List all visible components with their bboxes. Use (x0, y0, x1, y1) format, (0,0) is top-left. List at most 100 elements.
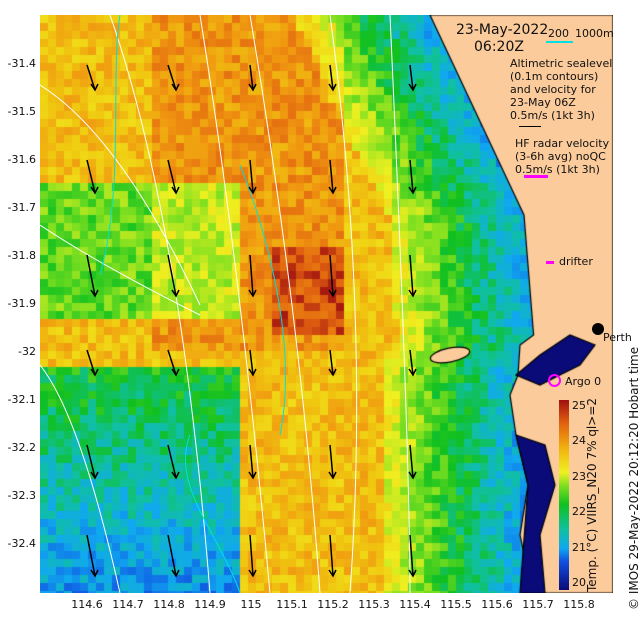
velocity-arrowhead (328, 569, 337, 578)
velocity-arrow (167, 444, 177, 479)
velocity-arrowhead (408, 186, 417, 195)
hf-arrow-icon (524, 175, 548, 178)
velocity-arrow (167, 64, 177, 91)
velocity-arrow (167, 534, 177, 577)
velocity-arrowhead (90, 186, 99, 195)
colorbar-tick: 23 (572, 469, 586, 483)
velocity-arrowhead (248, 368, 257, 377)
colorbar (559, 400, 569, 590)
velocity-arrow (86, 349, 96, 376)
velocity-arrowhead (171, 289, 180, 298)
y-tick-label: -32 (18, 345, 36, 358)
velocity-arrow (249, 444, 254, 479)
altimetry-arrow-icon (519, 126, 541, 127)
sealevel-contour (40, 364, 121, 593)
sealevel-contour (109, 15, 211, 593)
sst-map[interactable] (40, 15, 613, 593)
velocity-arrow (167, 254, 177, 297)
velocity-arrow (249, 64, 254, 91)
velocity-arrowhead (248, 289, 257, 298)
sst-field (40, 15, 613, 593)
legend-line: and velocity for (510, 83, 596, 96)
velocity-arrow (409, 159, 414, 194)
colorbar-tick: 25 (572, 398, 586, 412)
velocity-arrow (249, 159, 254, 194)
perth-marker-icon[interactable] (592, 323, 604, 335)
legend-line: (0.1m contours) (510, 70, 599, 83)
velocity-arrowhead (408, 471, 417, 480)
y-tick-label: -32.3 (7, 489, 36, 502)
velocity-arrowhead (408, 569, 417, 578)
velocity-arrowhead (408, 368, 417, 377)
velocity-arrowhead (90, 289, 99, 298)
velocity-arrowhead (328, 186, 337, 195)
velocity-arrowhead (171, 471, 180, 480)
velocity-arrowhead (408, 83, 417, 92)
isobath-contour (99, 15, 121, 276)
velocity-arrowhead (248, 83, 257, 92)
credit-text: © IMOS 29-May-2022 20:12:20 Hobart time (627, 346, 640, 610)
legend-line: HF radar velocity (515, 137, 610, 150)
x-tick-label: 115.6 (481, 598, 513, 611)
velocity-arrowhead (171, 83, 180, 92)
velocity-arrowhead (90, 471, 99, 480)
sealevel-contour (40, 224, 201, 316)
velocity-arrow (249, 534, 254, 577)
velocity-arrow (249, 349, 254, 376)
velocity-arrowhead (328, 83, 337, 92)
x-tick-label: 114.9 (194, 598, 226, 611)
colorbar-tick: 22 (572, 505, 586, 518)
x-tick-label: 115.8 (563, 598, 595, 611)
x-tick-label: 114.6 (71, 598, 103, 611)
x-tick-label: 115.5 (440, 598, 472, 611)
sealevel-contour (40, 84, 201, 306)
velocity-arrowhead (408, 289, 417, 298)
velocity-arrow (329, 444, 334, 479)
y-tick-label: -31.7 (7, 201, 36, 214)
velocity-arrow (329, 64, 334, 91)
colorbar-tick: 21 (572, 540, 586, 554)
legend-line: 0.5m/s (1kt 3h) (510, 109, 595, 122)
x-tick-label: 115.1 (276, 598, 308, 611)
map-date: 23-May-2022 (456, 22, 549, 38)
drifter-icon (546, 261, 554, 264)
map-overlay (40, 15, 417, 593)
y-tick-label: -32.1 (7, 393, 36, 406)
sealevel-contour (199, 15, 271, 593)
velocity-arrowhead (171, 368, 180, 377)
velocity-arrow (86, 254, 96, 297)
x-tick-label: 114.8 (153, 598, 185, 611)
velocity-arrowhead (90, 83, 99, 92)
colorbar-tick: 24 (572, 434, 586, 447)
perth-label: Perth (603, 331, 632, 344)
legend-line: 23-May 06Z (510, 96, 576, 109)
velocity-arrow (329, 349, 334, 376)
velocity-arrow (86, 444, 96, 479)
velocity-arrow (86, 64, 96, 91)
sealevel-contour (389, 15, 411, 593)
velocity-arrow (409, 534, 414, 577)
velocity-arrow (249, 254, 254, 297)
colorbar-tick: 20 (572, 576, 586, 589)
x-tick-label: 115.4 (399, 598, 431, 611)
velocity-arrow (409, 64, 414, 91)
y-tick-label: -31.9 (7, 297, 36, 310)
velocity-arrowhead (90, 368, 99, 377)
altimetry-legend: Altimetric sealevel (0.1m contours) and ve… (510, 57, 612, 122)
velocity-arrowhead (248, 186, 257, 195)
sealevel-contour (249, 15, 321, 593)
velocity-arrow (86, 534, 96, 577)
y-tick-label: -31.5 (7, 105, 36, 118)
velocity-arrow (409, 444, 414, 479)
y-tick-label: -31.6 (7, 153, 36, 166)
legend-line: 0.5m/s (1kt 3h) (515, 163, 600, 176)
velocity-arrowhead (328, 471, 337, 480)
y-tick-label: -32.4 (7, 537, 36, 550)
argo-float-icon[interactable] (548, 374, 561, 387)
velocity-arrowhead (171, 569, 180, 578)
legend-line: (3-6h avg) noQC (515, 150, 606, 163)
velocity-arrow (167, 159, 177, 194)
velocity-arrowhead (328, 368, 337, 377)
y-tick-label: -31.4 (7, 57, 36, 70)
hf-radar-legend: HF radar velocity (3-6h avg) noQC 0.5m/s (… (515, 137, 609, 176)
